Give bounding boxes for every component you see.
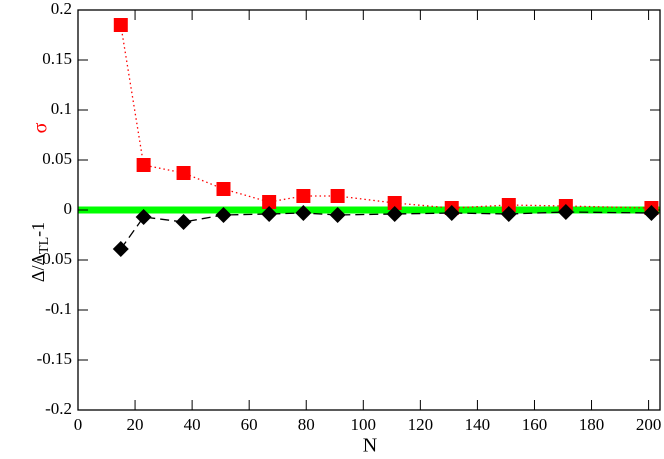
square-marker <box>216 182 231 196</box>
diamond-marker <box>261 206 278 222</box>
diamond-marker <box>135 209 152 225</box>
y-tick-label: -0.2 <box>45 399 72 418</box>
x-tick-label: 60 <box>241 415 258 434</box>
square-marker <box>330 189 345 203</box>
x-axis-label: N <box>363 435 377 457</box>
y-axis-label-sigma: σ <box>30 122 52 133</box>
diamond-marker <box>295 205 312 221</box>
y-tick-label: 0.15 <box>42 49 72 68</box>
x-tick-label: 160 <box>522 415 548 434</box>
x-tick-label: 200 <box>636 415 662 434</box>
x-tick-label: 140 <box>465 415 491 434</box>
y-tick-label: 0 <box>64 199 73 218</box>
diamond-marker <box>500 206 517 222</box>
y-tick-label: 0.1 <box>51 99 72 118</box>
x-tick-label: 80 <box>298 415 315 434</box>
series-line <box>120 211 652 250</box>
x-tick-label: 20 <box>127 415 144 434</box>
y-tick-label: 0.2 <box>51 0 72 18</box>
diamond-marker <box>557 204 574 220</box>
diamond-marker <box>329 207 346 223</box>
diamond-marker <box>112 241 129 257</box>
plot-frame <box>77 9 661 411</box>
x-tick-label: 180 <box>579 415 605 434</box>
diamond-marker <box>443 205 460 221</box>
square-marker <box>113 18 128 32</box>
square-marker <box>501 198 516 212</box>
x-tick-label: 100 <box>351 415 377 434</box>
y-axis-label-delta: Δ/ΔTL-1 <box>28 222 52 282</box>
y-tick-label: 0.05 <box>42 149 72 168</box>
y-label-sub: TL <box>37 237 52 254</box>
x-tick-label: 120 <box>408 415 434 434</box>
diamond-marker <box>215 207 232 223</box>
y-tick-label: -0.15 <box>37 349 72 368</box>
diamond-marker <box>175 214 192 230</box>
diamond-marker <box>643 205 660 221</box>
square-marker <box>136 158 151 172</box>
square-marker <box>176 166 191 180</box>
square-marker <box>262 195 277 209</box>
diamond-marker <box>386 206 403 222</box>
y-tick-label: -0.1 <box>45 299 72 318</box>
series-line <box>120 24 652 209</box>
square-marker <box>296 189 311 203</box>
square-marker <box>387 196 402 210</box>
x-tick-label: 0 <box>74 415 83 434</box>
y-label-tail: -1 <box>28 222 48 237</box>
y-label-main: Δ/Δ <box>28 254 48 282</box>
x-tick-label: 40 <box>184 415 201 434</box>
y-tick-label: -0.05 <box>37 249 72 268</box>
